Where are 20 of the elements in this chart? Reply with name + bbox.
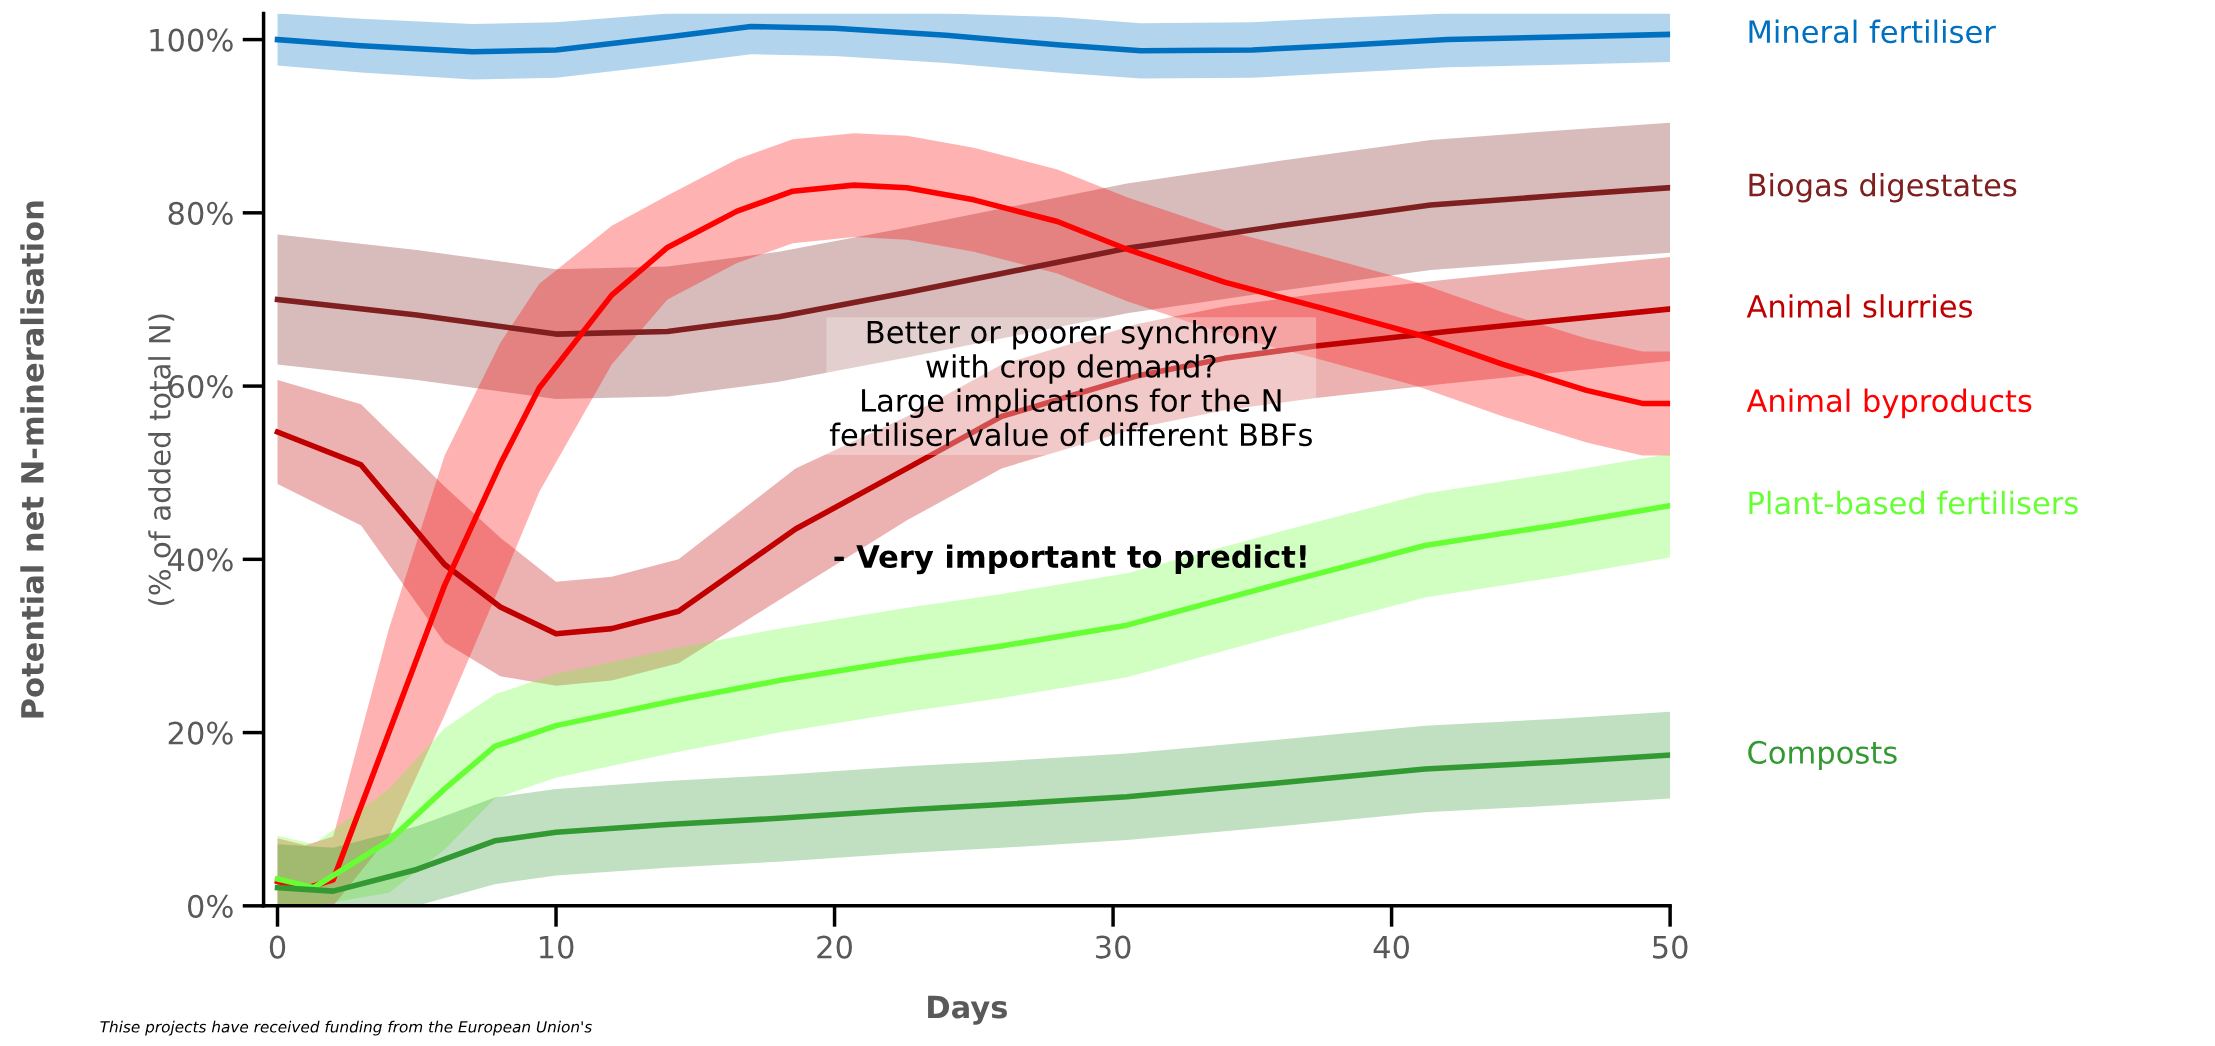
x-tick-label: 0: [269, 935, 286, 959]
y-tick-label: 100%: [150, 28, 233, 52]
x-tick-label: 30: [1095, 935, 1131, 959]
text: Mineral fertiliser: [1749, 19, 1996, 44]
x-tick-label: 20: [817, 935, 852, 959]
x-axis-title: Days: [928, 995, 1007, 1025]
x-tick-label: 50: [1653, 935, 1688, 959]
text: Animal slurries: [1746, 294, 1973, 318]
x-tick-label: 40: [1373, 935, 1409, 959]
y-tick-label: 80%: [168, 201, 233, 225]
y-tick-label: 0%: [187, 894, 233, 918]
text: Composts: [1748, 740, 1897, 770]
text: Plant-based fertilisers: [1749, 490, 2078, 515]
text: Animal byproducts: [1746, 388, 2032, 419]
y-tick-label: 20%: [168, 721, 233, 745]
annotation: - Very important to predict!: [834, 544, 1306, 575]
x-tick-label: 10: [539, 935, 574, 959]
text: Thise projects have received funding from the European Union's: [100, 1020, 592, 1036]
text: Biogas digestates: [1749, 172, 2017, 203]
annotation: Better or poorer synchrony with crop demand? Large implications for the N fertiliser value of different BBFs: [829, 319, 1312, 447]
